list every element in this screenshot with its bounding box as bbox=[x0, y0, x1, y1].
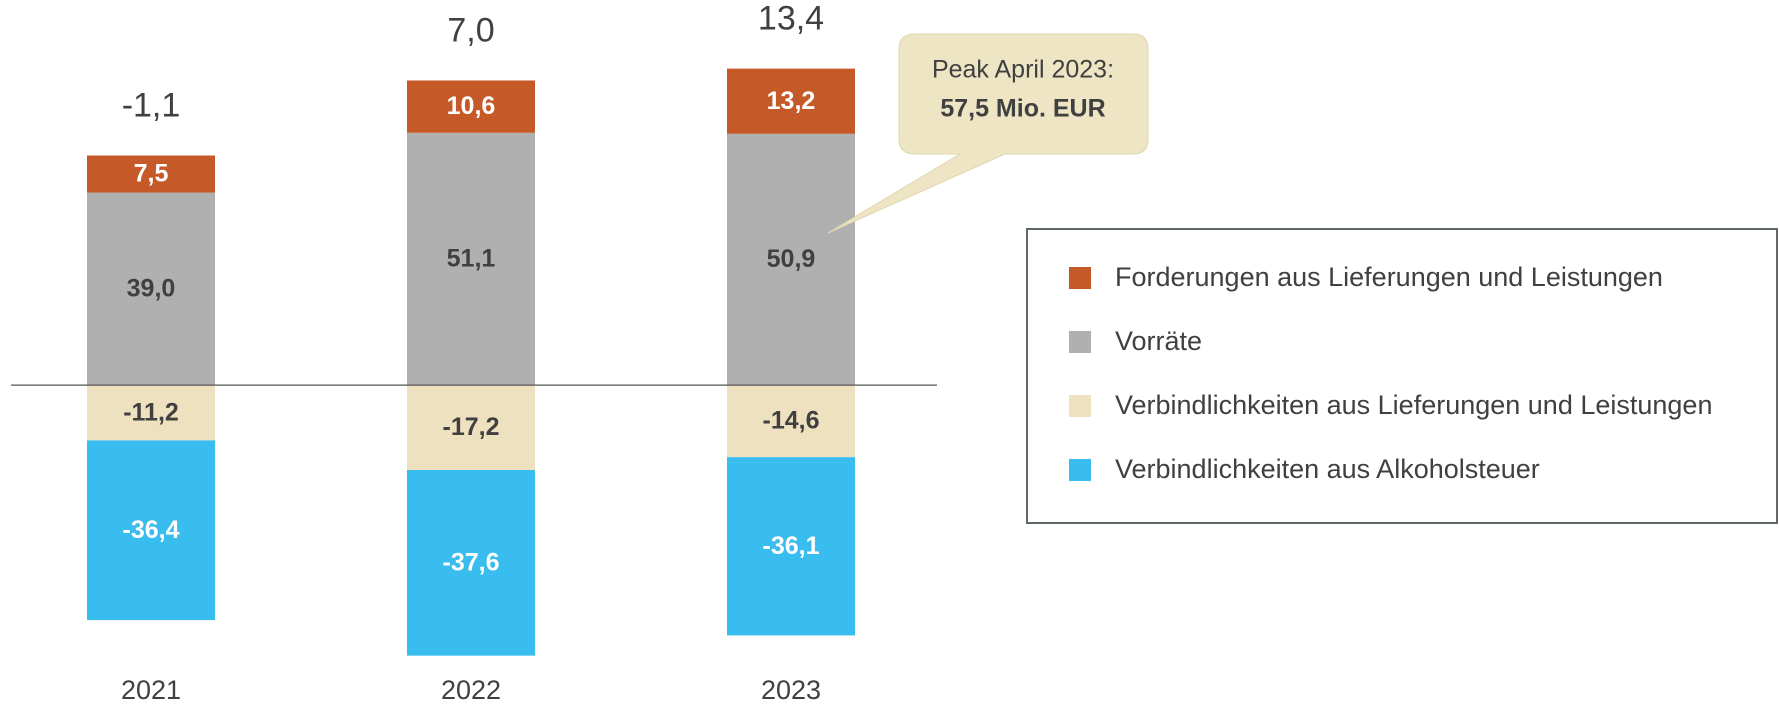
bar-segment bbox=[727, 68, 855, 134]
legend-swatch bbox=[1069, 331, 1091, 353]
value-label: 13,2 bbox=[767, 87, 816, 115]
bar-segment bbox=[407, 470, 535, 656]
value-label: -14,6 bbox=[763, 407, 820, 435]
callout bbox=[827, 33, 1149, 234]
bar-segment bbox=[727, 457, 855, 636]
x-tick-label: 2023 bbox=[761, 675, 821, 705]
legend-swatch bbox=[1069, 395, 1091, 417]
bar-segment bbox=[407, 80, 535, 133]
x-tick-label: 2022 bbox=[441, 675, 501, 705]
annotation: 57,5 Mio. EUR bbox=[940, 95, 1105, 123]
legend-box bbox=[1026, 228, 1778, 524]
bar-segment bbox=[407, 132, 535, 386]
legend-label: Verbindlichkeiten aus Alkoholsteuer bbox=[1115, 454, 1540, 484]
bar-segment bbox=[727, 133, 855, 386]
value-label: -11,2 bbox=[123, 398, 179, 426]
value-label: 51,1 bbox=[447, 245, 496, 273]
bar-segment bbox=[87, 192, 215, 386]
legend-swatch bbox=[1069, 267, 1091, 289]
bar-segment bbox=[87, 385, 215, 441]
annotation: Peak April 2023: bbox=[932, 56, 1114, 84]
value-label: 7,5 bbox=[134, 160, 169, 188]
bar-segment bbox=[727, 385, 855, 458]
value-label: -17,2 bbox=[443, 413, 500, 441]
legend-swatch bbox=[1069, 459, 1091, 481]
total-label: -1,1 bbox=[122, 87, 181, 125]
value-label: -37,6 bbox=[443, 548, 500, 576]
total-label: 13,4 bbox=[758, 0, 824, 38]
value-label: 50,9 bbox=[767, 245, 816, 273]
value-label: 10,6 bbox=[447, 92, 496, 120]
legend-label: Vorräte bbox=[1115, 326, 1202, 356]
legend-label: Forderungen aus Lieferungen und Leistung… bbox=[1115, 262, 1663, 292]
total-label: 7,0 bbox=[447, 11, 494, 49]
value-label: -36,4 bbox=[123, 516, 180, 544]
bar-segment bbox=[87, 440, 215, 621]
bar-segment bbox=[87, 155, 215, 193]
x-tick-label: 2021 bbox=[121, 675, 181, 705]
value-label: -36,1 bbox=[763, 532, 820, 560]
value-label: 39,0 bbox=[127, 274, 176, 302]
legend-label: Verbindlichkeiten aus Lieferungen und Le… bbox=[1115, 390, 1712, 420]
bar-segment bbox=[407, 385, 535, 471]
